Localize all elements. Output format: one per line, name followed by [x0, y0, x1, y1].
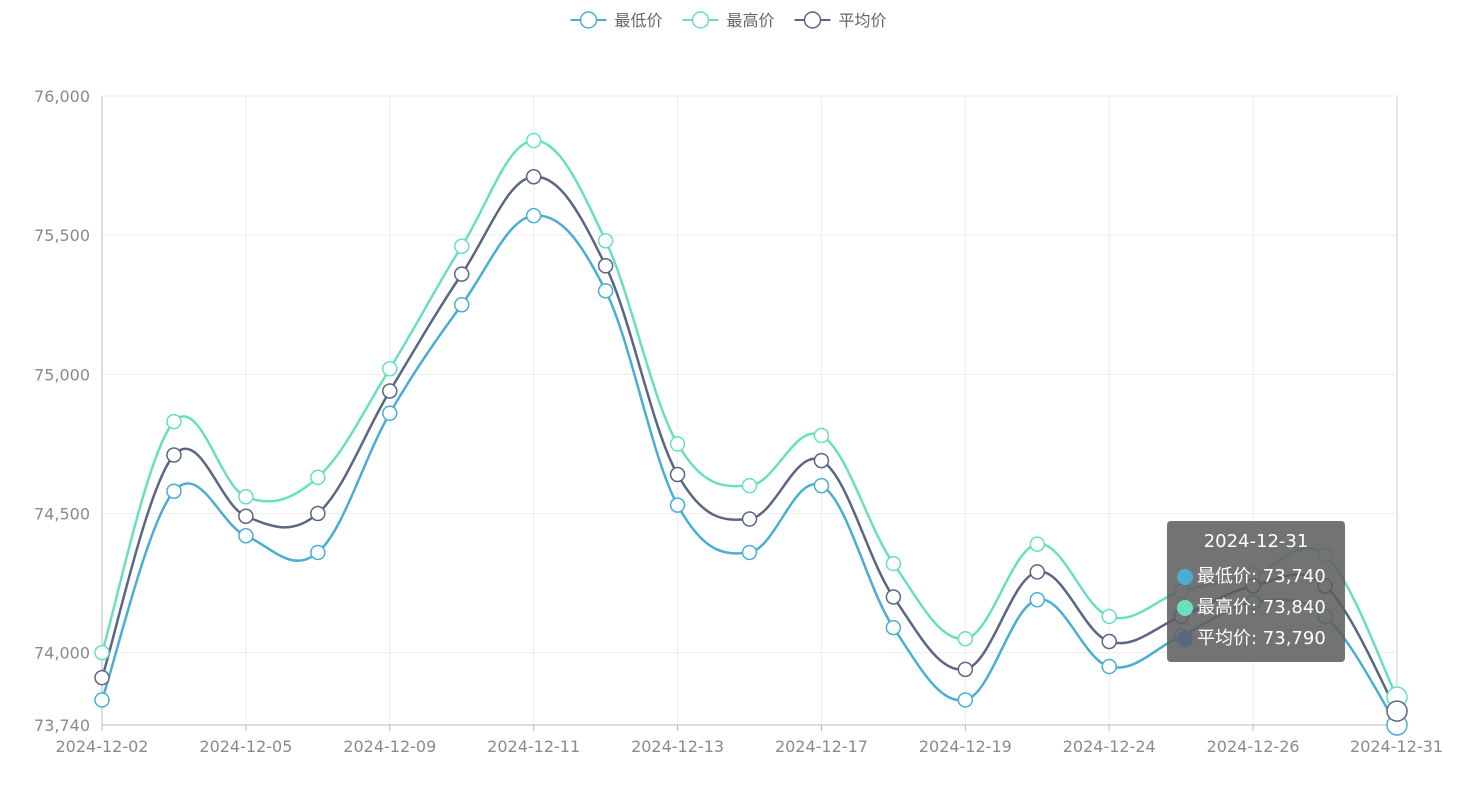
data-point-high[interactable]: [957, 630, 974, 647]
data-point-high[interactable]: [525, 132, 542, 149]
data-point-low[interactable]: [382, 405, 398, 422]
data-point-avg[interactable]: [382, 383, 398, 399]
tooltip-avg-value: 平均价: 73,790: [1197, 628, 1326, 649]
data-point-low[interactable]: [957, 692, 974, 708]
data-point-avg[interactable]: [1029, 564, 1046, 580]
x-tick-label: 2024-12-09: [343, 737, 436, 756]
data-point-low[interactable]: [741, 544, 758, 561]
data-point-avg[interactable]: [238, 508, 254, 525]
x-tick-label: 2024-12-17: [775, 737, 868, 756]
x-tick-label: 2024-12-05: [199, 737, 292, 756]
chart-tooltip: 2024-12-31 最低价: 73,740 最高价: 73,840 平均价: …: [1167, 521, 1345, 662]
data-point-low[interactable]: [166, 483, 182, 499]
data-point-avg[interactable]: [957, 661, 974, 678]
data-point-avg[interactable]: [597, 258, 614, 274]
x-tick-label: 2024-12-11: [487, 737, 580, 756]
data-point-high[interactable]: [741, 477, 758, 494]
data-point-high[interactable]: [885, 555, 902, 572]
data-point-avg[interactable]: [1101, 633, 1117, 650]
data-point-avg[interactable]: [1386, 700, 1408, 722]
data-point-avg[interactable]: [525, 168, 542, 185]
legend-label: 平均价: [839, 11, 887, 30]
data-point-avg[interactable]: [813, 452, 830, 469]
tooltip-low-value: 最低价: 73,740: [1197, 566, 1326, 587]
tooltip-high-value: 最高价: 73,840: [1197, 597, 1326, 618]
x-tick-label: 2024-12-26: [1207, 737, 1300, 756]
y-tick-label: 74,000: [34, 644, 90, 663]
x-tick-label: 2024-12-02: [56, 737, 149, 756]
tooltip-title: 2024-12-31: [1203, 531, 1309, 552]
legend-marker-icon: [579, 11, 598, 29]
data-point-high[interactable]: [382, 361, 398, 377]
data-point-high[interactable]: [94, 644, 110, 661]
chart-legend[interactable]: 最低价 最高价 平均价: [570, 11, 887, 30]
data-point-low[interactable]: [238, 527, 254, 544]
data-point-avg[interactable]: [453, 266, 470, 282]
data-point-high[interactable]: [597, 232, 614, 249]
data-point-high[interactable]: [310, 469, 326, 486]
data-point-low[interactable]: [1029, 592, 1046, 608]
data-point-high[interactable]: [453, 238, 470, 255]
tooltip-row-avg: 平均价: 73,790: [1177, 623, 1335, 654]
data-point-avg[interactable]: [310, 505, 326, 522]
tooltip-row-low: 最低价: 73,740: [1177, 561, 1335, 592]
data-point-low[interactable]: [885, 619, 902, 636]
legend-marker-icon: [691, 11, 710, 29]
legend-label: 最高价: [727, 11, 775, 30]
data-point-avg[interactable]: [669, 466, 686, 483]
y-tick-label: 74,500: [34, 504, 90, 523]
legend-marker-icon: [803, 11, 822, 29]
x-tick-label: 2024-12-24: [1063, 737, 1156, 756]
data-point-low[interactable]: [525, 207, 542, 224]
data-point-low[interactable]: [94, 692, 110, 708]
tooltip-high-marker-icon: [1177, 599, 1193, 616]
legend-item-high[interactable]: 最高价: [682, 11, 775, 30]
data-point-avg[interactable]: [741, 511, 758, 527]
y-tick-label: 76,000: [34, 87, 90, 106]
x-tick-label: 2024-12-19: [919, 737, 1012, 756]
data-point-high[interactable]: [166, 413, 182, 430]
data-point-avg[interactable]: [885, 589, 902, 605]
data-point-high[interactable]: [669, 436, 686, 452]
tooltip-low-marker-icon: [1177, 568, 1193, 585]
y-tick-label: 73,740: [34, 716, 90, 735]
data-point-high[interactable]: [813, 427, 830, 444]
legend-item-avg[interactable]: 平均价: [794, 11, 887, 30]
legend-item-low[interactable]: 最低价: [570, 11, 663, 30]
tooltip-avg-marker-icon: [1177, 630, 1193, 647]
series-line-avg: [100, 175, 1399, 712]
y-tick-label: 75,500: [34, 226, 90, 245]
data-point-low[interactable]: [1101, 658, 1117, 675]
data-point-avg[interactable]: [94, 669, 110, 686]
data-point-high[interactable]: [238, 489, 254, 505]
chart-axes: 73,740 74,000 74,500 75,000 75,500 76,000 2024…: [34, 87, 1443, 756]
x-tick-label: 2024-12-13: [631, 737, 724, 756]
data-point-high[interactable]: [1101, 608, 1117, 625]
data-point-avg[interactable]: [166, 447, 182, 463]
data-point-low[interactable]: [669, 497, 686, 513]
data-point-low[interactable]: [813, 477, 830, 494]
legend-label: 最低价: [615, 11, 663, 30]
data-point-low[interactable]: [597, 283, 614, 299]
data-point-high[interactable]: [1029, 536, 1046, 552]
tooltip-row-high: 最高价: 73,840: [1177, 592, 1335, 623]
data-point-low[interactable]: [310, 544, 326, 561]
data-point-low[interactable]: [453, 296, 470, 313]
y-tick-label: 75,000: [34, 365, 90, 384]
x-tick-label: 2024-12-31: [1350, 737, 1443, 756]
